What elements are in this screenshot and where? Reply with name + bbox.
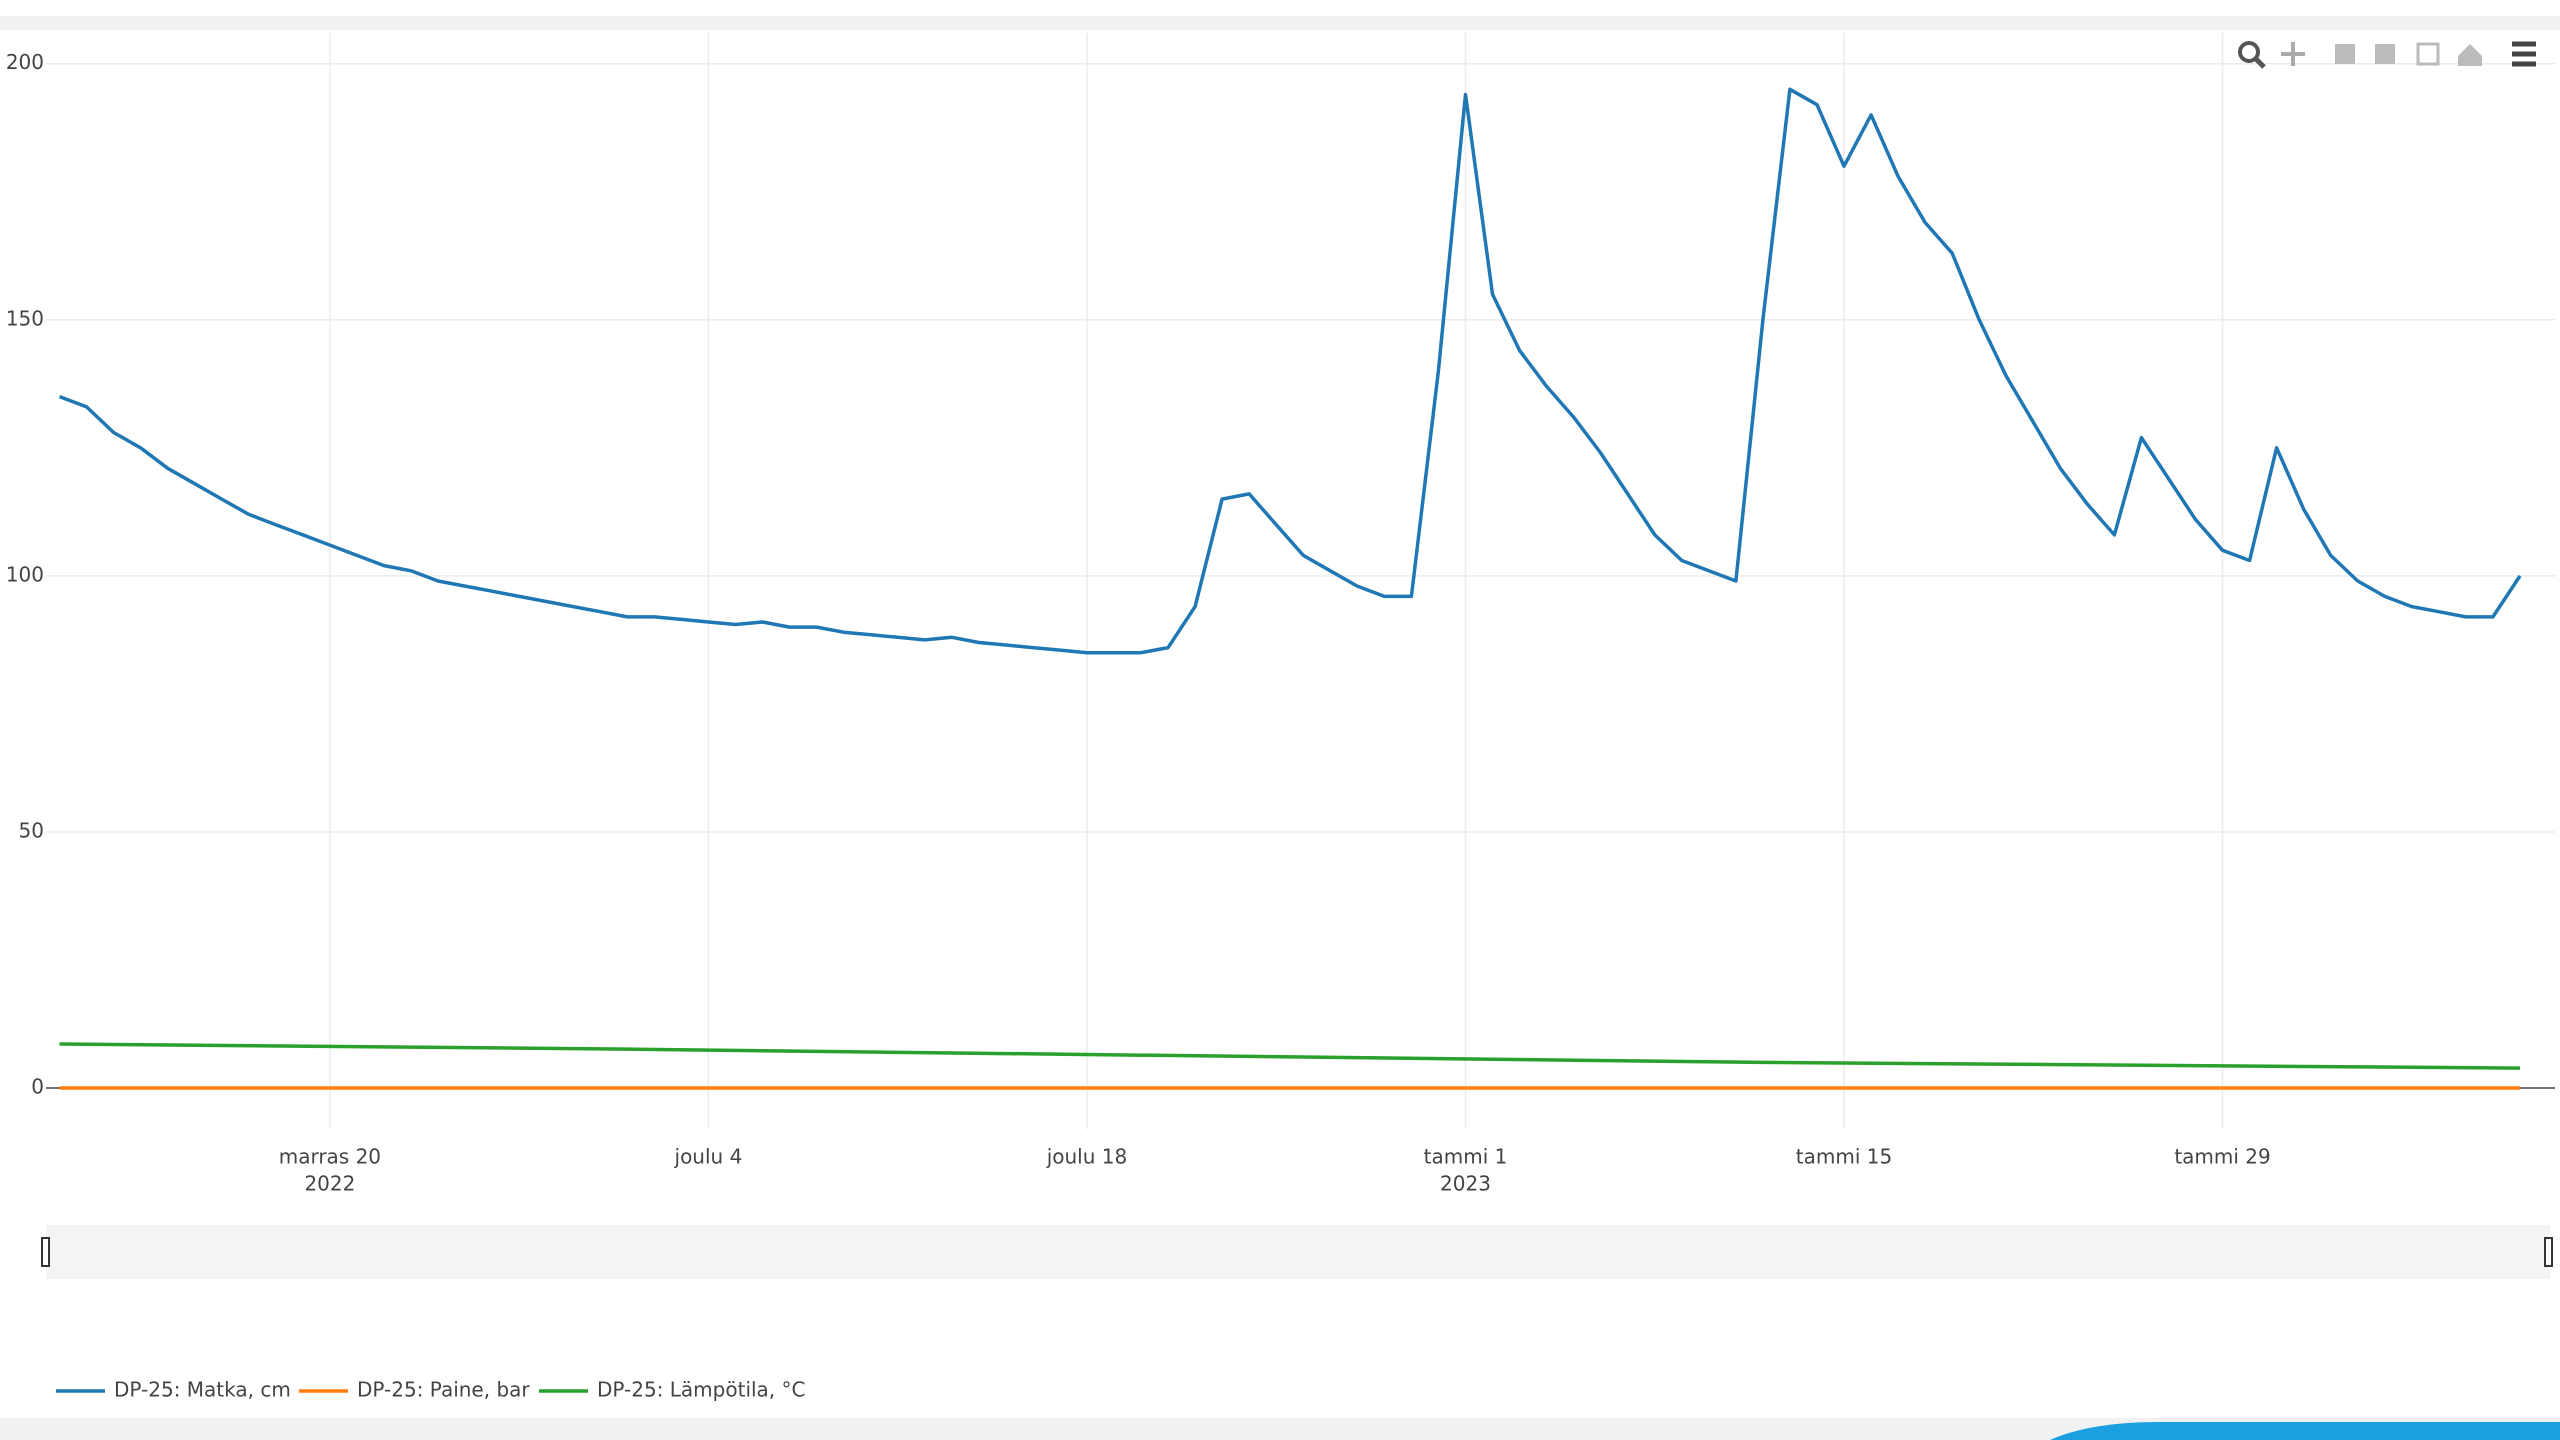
x-tick-label: marras 20	[279, 1145, 381, 1169]
x-tick-label: tammi 1	[1424, 1145, 1508, 1169]
x-tick-year: 2022	[304, 1172, 355, 1196]
range-handle-left[interactable]	[41, 1237, 50, 1267]
range-handle-right[interactable]	[2544, 1237, 2553, 1267]
modebar	[2238, 41, 2536, 69]
reset-button[interactable]	[2458, 44, 2482, 66]
corner-decoration	[2050, 1422, 2560, 1440]
legend-label[interactable]: DP-25: Matka, cm	[114, 1378, 291, 1402]
x-tick-label: joulu 4	[674, 1145, 743, 1169]
series-line	[59, 1042, 2521, 1070]
x-tick-label: tammi 29	[2174, 1145, 2270, 1169]
legend-label[interactable]: DP-25: Lämpötila, °C	[597, 1378, 806, 1402]
range-slider[interactable]	[46, 1225, 2550, 1279]
menu-button[interactable]	[2512, 41, 2536, 67]
bottom-bar	[0, 1418, 2560, 1440]
zoom-handle	[2253, 56, 2266, 69]
y-tick-label: 150	[6, 306, 44, 330]
x-tick-label: tammi 15	[1796, 1145, 1892, 1169]
zoom-out-button[interactable]	[2375, 44, 2395, 64]
x-tick-year: 2023	[1440, 1172, 1491, 1196]
y-tick-label: 50	[19, 818, 44, 842]
autoscale-button[interactable]	[2416, 42, 2440, 66]
zoom-button[interactable]	[2238, 41, 2260, 63]
top-bar	[0, 16, 2560, 30]
y-tick-label: 0	[31, 1075, 44, 1099]
legend-label[interactable]: DP-25: Paine, bar	[357, 1378, 530, 1402]
zoom-in-button[interactable]	[2335, 44, 2355, 64]
x-tick-label: joulu 18	[1046, 1145, 1128, 1169]
series-line	[58, 87, 2522, 655]
y-tick-label: 200	[6, 50, 44, 74]
y-tick-label: 100	[6, 562, 44, 586]
pan-button[interactable]	[2281, 42, 2305, 66]
